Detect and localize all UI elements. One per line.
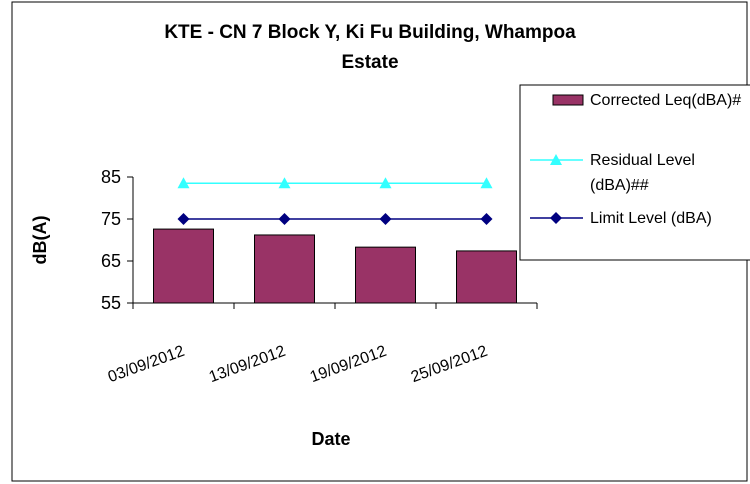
- bar: [355, 246, 416, 304]
- legend-item: Corrected Leq(dBA)#: [590, 92, 742, 109]
- y-tick-label: 85: [101, 167, 121, 187]
- marker: [177, 213, 190, 225]
- bar: [254, 234, 315, 304]
- marker: [177, 177, 190, 189]
- x-axis-title: Date: [311, 429, 350, 449]
- marker: [278, 177, 291, 189]
- legend-marker: [550, 154, 562, 165]
- legend-label: Residual Level (dBA)##: [590, 152, 695, 194]
- y-tick-label: 65: [101, 251, 121, 271]
- title-box: KTE - CN 7 Block Y, Ki Fu Building, Wham…: [164, 22, 576, 73]
- y-tick-label: 55: [101, 293, 121, 313]
- y-tick-label: 75: [101, 209, 121, 229]
- y-axis-title: dB(A): [30, 216, 50, 265]
- legend-box: [519, 84, 750, 261]
- marker: [278, 213, 291, 225]
- legend-swatch: [552, 94, 584, 106]
- marker: [480, 213, 493, 225]
- legend-label: Corrected Leq(dBA)#: [590, 92, 742, 109]
- legend-label: Limit Level (dBA): [590, 210, 712, 227]
- bar: [456, 250, 517, 304]
- marker: [379, 213, 392, 225]
- legend-marker: [550, 212, 562, 224]
- legend-item: Residual Level (dBA)##: [590, 152, 695, 194]
- marker: [480, 177, 493, 189]
- legend-item: Limit Level (dBA): [590, 210, 712, 227]
- bar: [153, 228, 214, 304]
- chart-title: KTE - CN 7 Block Y, Ki Fu Building, Wham…: [164, 22, 576, 73]
- marker: [379, 177, 392, 189]
